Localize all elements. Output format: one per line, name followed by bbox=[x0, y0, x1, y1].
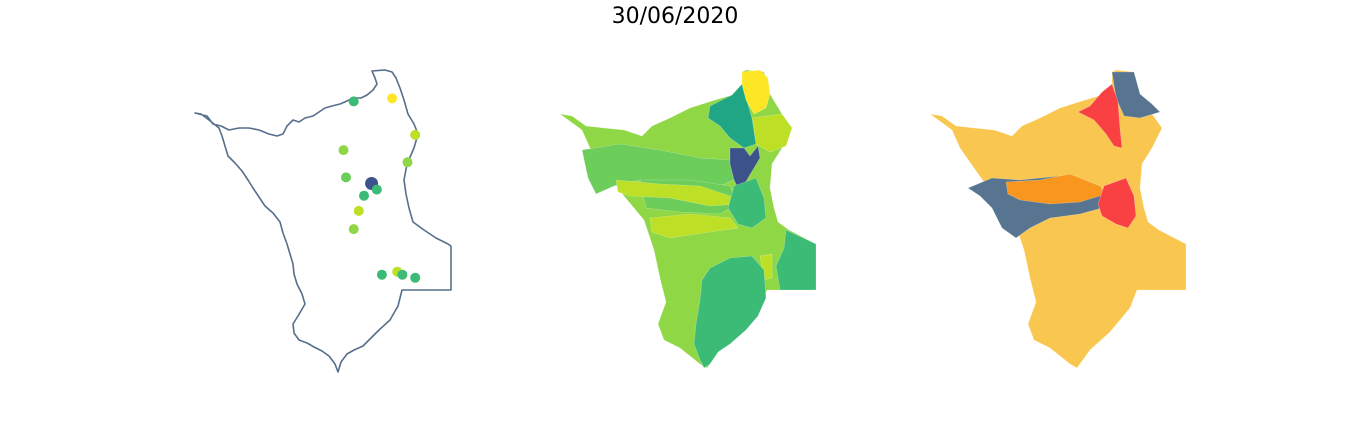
region-river-strip-1 bbox=[615, 179, 741, 207]
station-layer bbox=[338, 93, 421, 283]
station-point bbox=[348, 96, 359, 107]
figure-title: 30/06/2020 bbox=[611, 4, 739, 29]
station-point bbox=[348, 224, 359, 235]
risk-central-high bbox=[1097, 177, 1137, 229]
region-central-green bbox=[727, 177, 767, 229]
region-southeast-green bbox=[775, 229, 817, 291]
region-river-strip-2 bbox=[649, 213, 739, 239]
region-south-green bbox=[693, 255, 767, 369]
risk-north-none bbox=[1111, 71, 1161, 119]
station-point bbox=[371, 184, 382, 195]
station-point bbox=[410, 129, 421, 140]
state-boundary bbox=[194, 69, 452, 373]
region-north-teal bbox=[707, 83, 757, 149]
station-point bbox=[341, 172, 351, 183]
region-north-yellow bbox=[741, 69, 771, 115]
station-point bbox=[397, 269, 408, 280]
station-point bbox=[338, 145, 349, 156]
risk-band-medium bbox=[1005, 173, 1107, 205]
region-dark-central bbox=[729, 145, 761, 193]
risk-north-high bbox=[1077, 83, 1123, 149]
station-point bbox=[353, 205, 364, 216]
risk-base bbox=[929, 69, 1187, 369]
risk-map-group bbox=[929, 69, 1187, 369]
choropleth-group bbox=[559, 69, 817, 369]
station-point bbox=[410, 272, 421, 283]
station-point bbox=[402, 157, 413, 168]
station-point bbox=[387, 93, 398, 104]
station-point bbox=[376, 269, 387, 280]
station-point bbox=[359, 190, 369, 201]
stations-map-group bbox=[194, 69, 452, 373]
